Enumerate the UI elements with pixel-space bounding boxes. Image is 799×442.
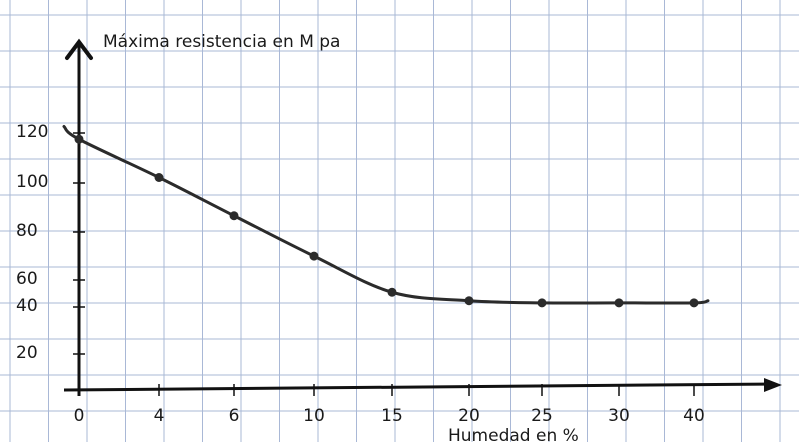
- x-axis-arrow: [764, 378, 782, 392]
- y-tick-label: 100: [16, 172, 48, 192]
- x-axis-title: Humedad en %: [448, 426, 579, 442]
- data-point: [690, 298, 699, 307]
- data-point: [230, 211, 239, 220]
- axes: [64, 42, 782, 396]
- x-tick-label: 30: [608, 406, 630, 426]
- series: [64, 127, 708, 308]
- series-line: [64, 127, 708, 304]
- x-tick-label: 10: [303, 406, 325, 426]
- data-point: [75, 135, 84, 144]
- x-tick-label: 6: [229, 406, 240, 426]
- data-point: [465, 296, 474, 305]
- data-point: [155, 173, 164, 182]
- y-tick-label: 60: [16, 269, 38, 289]
- data-point: [615, 298, 624, 307]
- y-tick-label: 80: [16, 221, 38, 241]
- x-tick-label: 40: [683, 406, 705, 426]
- data-point: [388, 288, 397, 297]
- y-ticks: 20 40 60 80 100 120: [16, 122, 85, 363]
- y-tick-label: 120: [16, 122, 48, 142]
- x-axis-line: [64, 384, 772, 390]
- x-tick-label: 15: [381, 406, 403, 426]
- y-tick-label: 40: [16, 296, 38, 316]
- x-tick-label: 25: [531, 406, 553, 426]
- data-point: [538, 298, 547, 307]
- x-tick-label: 20: [458, 406, 480, 426]
- data-point: [310, 252, 319, 261]
- x-tick-label: 4: [154, 406, 165, 426]
- y-tick-label: 20: [16, 343, 38, 363]
- x-tick-label: 0: [74, 406, 85, 426]
- y-axis-title: Máxima resistencia en M pa: [103, 32, 340, 52]
